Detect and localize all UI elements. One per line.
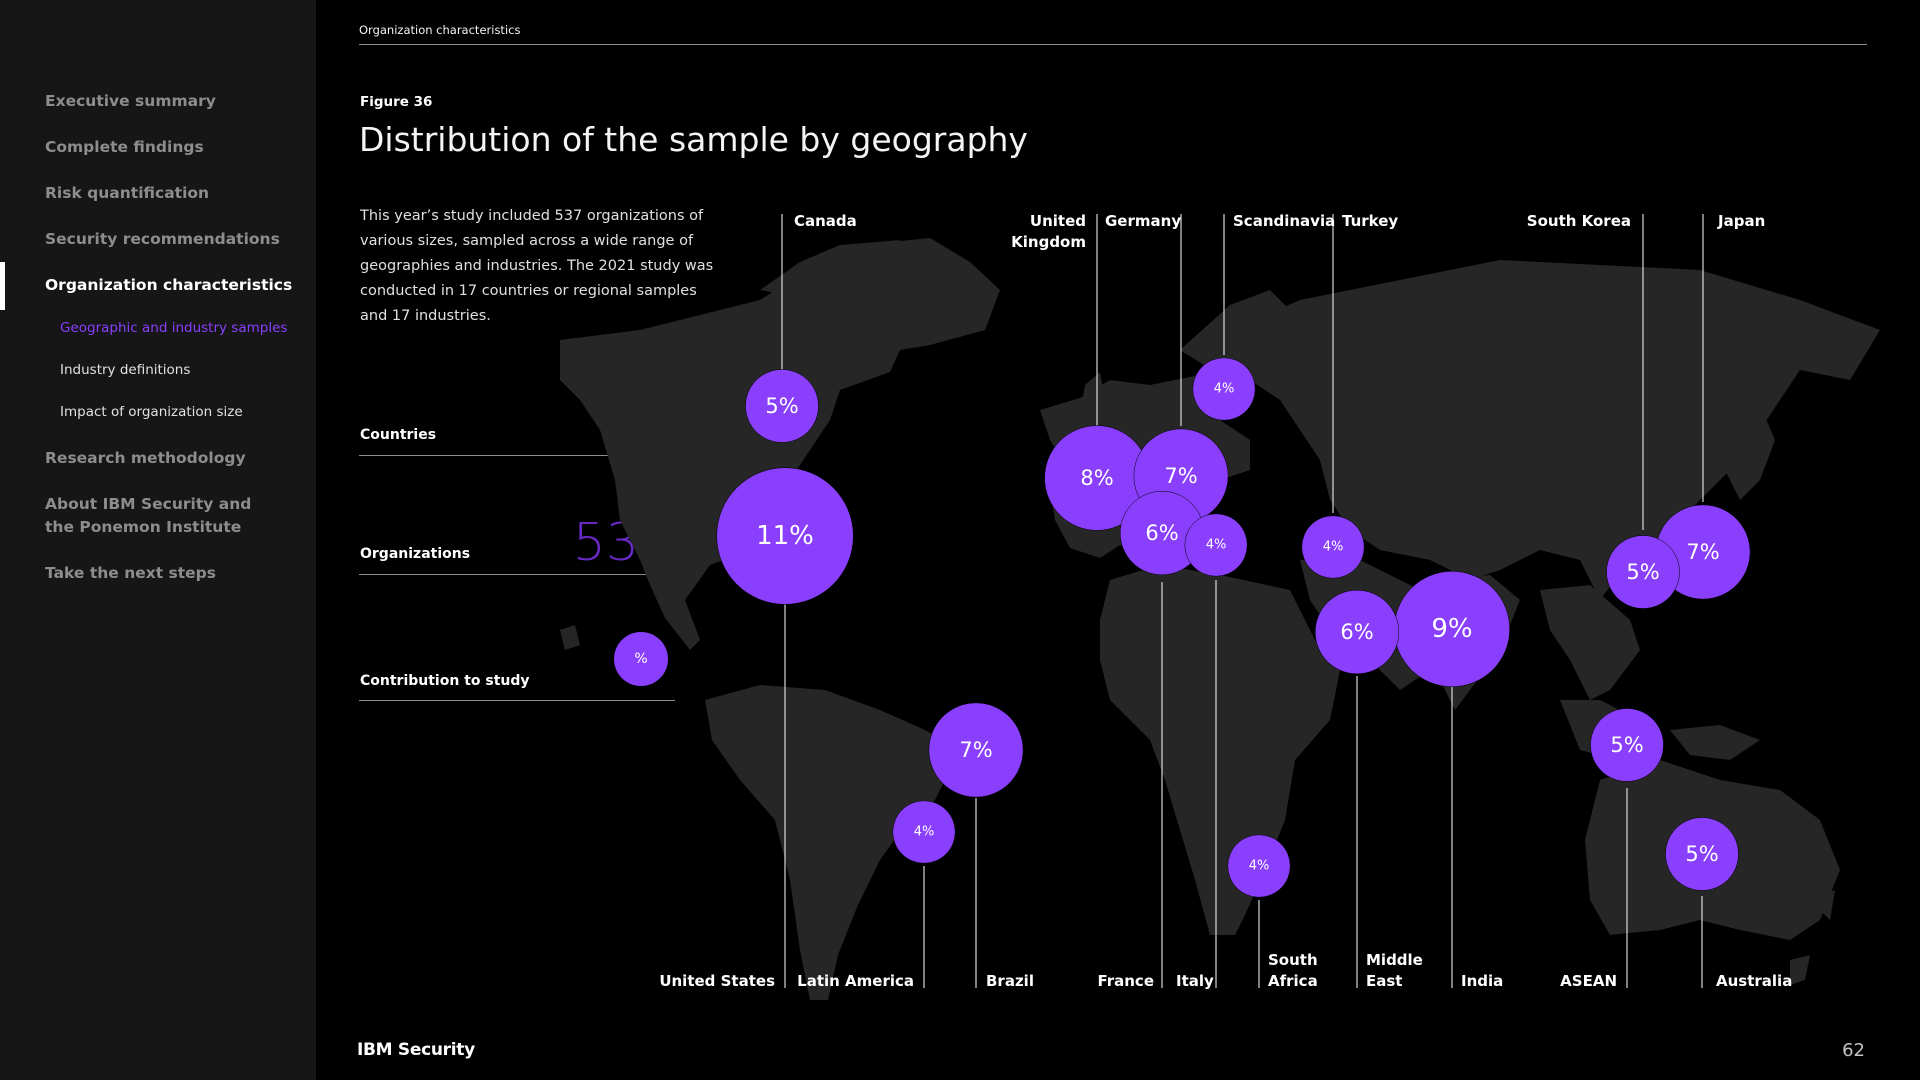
nav-risk-quantification[interactable]: Risk quantification <box>45 184 210 202</box>
active-indicator <box>0 262 5 310</box>
bubble-brazil <box>928 702 1024 798</box>
value-label-india: 9% <box>1431 614 1472 644</box>
region-label-latin-america: Latin America <box>797 972 914 990</box>
value-label-canada: 5% <box>765 394 798 418</box>
region-label-asean: ASEAN <box>1560 972 1617 990</box>
value-label-middle-east: 6% <box>1340 620 1373 644</box>
nav-security-recommendations[interactable]: Security recommendations <box>45 230 280 248</box>
value-label-brazil: 7% <box>959 738 992 762</box>
nav-sub-geographic-industry-samples[interactable]: Geographic and industry samples <box>60 320 288 336</box>
region-label-germany: Germany <box>1105 212 1181 230</box>
figure-number: Figure 36 <box>360 94 433 110</box>
section-header: Organization characteristics <box>359 23 521 37</box>
region-label-australia: Australia <box>1716 972 1792 990</box>
region-label-united-kingdom: United Kingdom <box>1011 212 1086 251</box>
value-label-turkey: 4% <box>1323 540 1344 555</box>
figure-title: Distribution of the sample by geography <box>359 120 1028 159</box>
nav-sub-impact-of-organization-size[interactable]: Impact of organization size <box>60 404 243 420</box>
bubble-south-korea <box>1606 535 1680 609</box>
region-label-south-korea: South Korea <box>1527 212 1631 230</box>
region-label-italy: Italy <box>1176 972 1214 990</box>
bubble-scandinavia <box>1192 357 1256 421</box>
value-label-latin-america: 4% <box>914 825 935 840</box>
value-label-scandinavia: 4% <box>1214 382 1235 397</box>
value-label-united-states: 11% <box>756 521 814 551</box>
bubble-turkey <box>1301 515 1365 579</box>
value-label-south-korea: 5% <box>1626 560 1659 584</box>
ibm-security-logo: IBM Security <box>357 1040 475 1060</box>
sidebar-nav: Executive summary Complete findings Risk… <box>0 0 316 1080</box>
value-label-france: 6% <box>1145 521 1178 545</box>
nav-complete-findings[interactable]: Complete findings <box>45 138 204 156</box>
countries-label: Countries <box>360 427 437 443</box>
intro-paragraph: This year’s study included 537 organizat… <box>360 208 714 324</box>
region-label-middle-east: Middle East <box>1366 951 1423 990</box>
bubbles: 11% 9% 8% 7% 7% 7% 6% 6% 5% 5% 5% 5% 4% 4% 4% 4% 4% <box>716 357 1751 898</box>
contribution-label: Contribution to study <box>360 673 530 689</box>
value-label-japan: 7% <box>1686 540 1719 564</box>
region-label-turkey: Turkey <box>1342 212 1398 230</box>
value-label-australia: 5% <box>1685 842 1718 866</box>
organizations-label: Organizations <box>360 546 471 562</box>
bubble-south-africa <box>1227 834 1291 898</box>
nav-about-ibm-ponemon[interactable]: About IBM Security and the Ponemon Insti… <box>45 495 252 536</box>
header-divider <box>359 44 1867 45</box>
nav-executive-summary[interactable]: Executive summary <box>45 92 216 110</box>
page-number: 62 <box>1842 1040 1865 1061</box>
nav-research-methodology[interactable]: Research methodology <box>45 449 246 467</box>
region-labels: Canada United States Latin America Brazil Un… <box>659 212 1792 990</box>
bubble-australia <box>1665 817 1739 891</box>
region-label-france: France <box>1097 972 1154 990</box>
value-label-south-africa: 4% <box>1249 859 1270 874</box>
stat-divider <box>359 700 675 701</box>
region-label-brazil: Brazil <box>986 972 1034 990</box>
stat-divider <box>359 455 675 456</box>
region-label-india: India <box>1461 972 1503 990</box>
region-label-united-states: United States <box>659 972 775 990</box>
bubble-italy <box>1184 513 1248 577</box>
nav-sub-industry-definitions[interactable]: Industry definitions <box>60 362 191 378</box>
nav-organization-characteristics[interactable]: Organization characteristics <box>45 276 293 294</box>
value-label-germany: 7% <box>1164 464 1197 488</box>
value-label-asean: 5% <box>1610 733 1643 757</box>
legend-bubble: % <box>614 632 668 686</box>
bubble-middle-east <box>1314 589 1400 675</box>
bubble-asean <box>1590 708 1664 782</box>
world-map-land <box>560 238 1880 1000</box>
region-label-japan: Japan <box>1717 212 1765 230</box>
region-label-south-africa: South Africa <box>1268 951 1318 990</box>
leader-lines <box>781 214 1704 988</box>
bubble-latin-america <box>892 800 956 864</box>
bubble-united-states <box>716 467 854 605</box>
value-label-italy: 4% <box>1206 538 1227 553</box>
region-label-scandinavia: Scandinavia <box>1233 212 1335 230</box>
nav-take-next-steps[interactable]: Take the next steps <box>45 564 217 582</box>
region-label-canada: Canada <box>794 212 857 230</box>
stat-divider <box>359 574 675 575</box>
bubble-canada <box>745 369 819 443</box>
value-label-united-kingdom: 8% <box>1080 466 1113 490</box>
